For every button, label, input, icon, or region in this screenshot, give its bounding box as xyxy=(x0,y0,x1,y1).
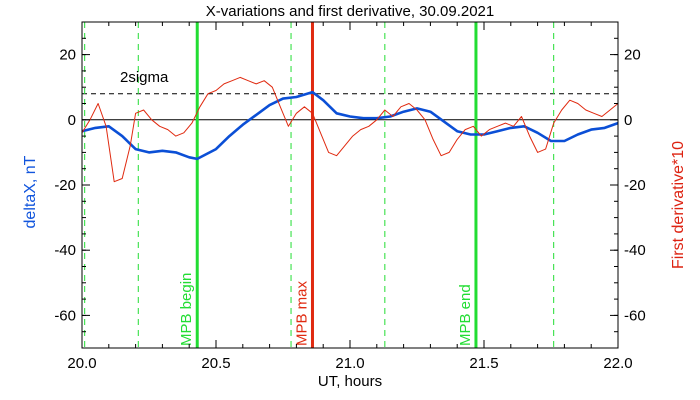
series-deltaX-line xyxy=(82,90,618,161)
mpb-begin-label: MPB begin xyxy=(178,273,195,346)
chart-title: X-variations and first derivative, 30.09… xyxy=(206,3,495,20)
x-tick-label: 20.5 xyxy=(201,355,230,372)
series-derivative-line xyxy=(82,76,618,183)
x-tick-label: 22.0 xyxy=(603,355,632,372)
y-tick-label-left: -60 xyxy=(54,307,76,324)
mpb-end-label: MPB end xyxy=(457,284,474,346)
x-axis-label: UT, hours xyxy=(318,373,382,390)
y-tick-label-left: 20 xyxy=(59,47,76,64)
y-tick-label-right: -40 xyxy=(624,242,646,259)
x-tick-label: 20.0 xyxy=(67,355,96,372)
sigma-label: 2sigma xyxy=(120,69,169,86)
x-tick-label: 21.0 xyxy=(335,355,364,372)
y-tick-label-right: 0 xyxy=(624,112,632,129)
y-tick-label-right: 20 xyxy=(624,47,641,64)
mpb-max-label: MPB max xyxy=(293,280,310,346)
y-tick-label-left: -20 xyxy=(54,177,76,194)
y-tick-label-left: -40 xyxy=(54,242,76,259)
y-tick-label-right: -60 xyxy=(624,307,646,324)
y-axis-label-left: deltaX, nT xyxy=(22,155,39,228)
y-tick-label-right: -20 xyxy=(624,177,646,194)
x-tick-label: 21.5 xyxy=(469,355,498,372)
y-axis-label-right: First derivative*10 xyxy=(670,141,687,269)
y-tick-label-left: 0 xyxy=(68,112,76,129)
